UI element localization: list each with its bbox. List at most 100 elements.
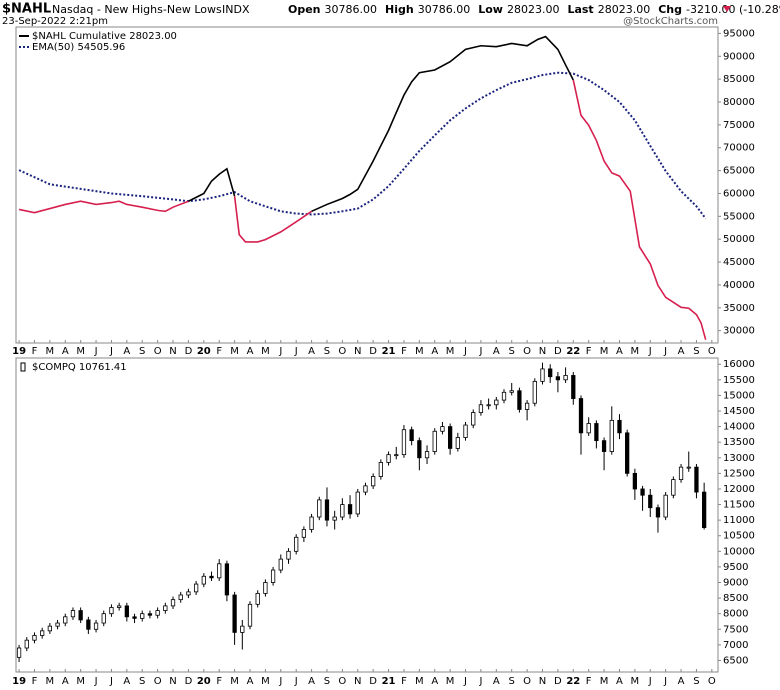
quote-value: 30786.00 <box>325 3 378 16</box>
date: 23-Sep-2022 2:21pm <box>2 16 108 27</box>
candle-body <box>640 488 645 496</box>
candle-body <box>309 516 314 530</box>
x-tick-label: A <box>678 676 685 687</box>
candle-body <box>86 619 91 630</box>
quote-value: -3210.00 (-10.28%) <box>686 3 780 16</box>
x-tick-label: N <box>169 676 176 687</box>
nahl-line <box>188 167 236 202</box>
y-tick-label: 90000 <box>723 51 755 62</box>
x-tick-label: M <box>46 676 55 687</box>
x-tick-label: A <box>62 676 69 687</box>
candle-body <box>317 499 322 518</box>
ema-line <box>18 71 707 220</box>
candle-body <box>401 429 407 456</box>
x-tick-label: 21 <box>382 346 396 357</box>
x-tick-label: A <box>678 346 685 357</box>
candle-body <box>578 398 584 434</box>
candle-body <box>178 594 183 601</box>
x-tick-label: 19 <box>12 346 26 357</box>
candle-body <box>455 437 460 449</box>
candle-body <box>524 402 530 410</box>
candle-body <box>363 485 368 493</box>
legend-swatch <box>20 362 26 372</box>
x-tick-label: S <box>509 676 515 687</box>
y-tick-label: 9000 <box>723 578 748 589</box>
credit: @StockCharts.com <box>623 16 718 27</box>
candle-body <box>140 613 145 619</box>
x-tick-label: 22 <box>566 346 580 357</box>
y-tick-label: 35000 <box>723 303 755 314</box>
y-tick-label: 9500 <box>723 562 748 573</box>
x-tick-label: O <box>338 346 346 357</box>
candle-body <box>55 622 60 627</box>
candle-body <box>217 563 222 579</box>
candle-body <box>340 504 345 518</box>
index-name: Nasdaq - New Highs-New Lows <box>52 3 222 16</box>
x-tick-label: A <box>431 346 438 357</box>
y-tick-label: 45000 <box>723 257 755 268</box>
y-tick-label: 85000 <box>723 74 755 85</box>
quote-label: Chg <box>658 3 682 16</box>
x-tick-label: D <box>185 346 193 357</box>
x-tick-label: F <box>216 676 222 687</box>
y-tick-label: 50000 <box>723 234 755 245</box>
candle-body <box>32 635 37 641</box>
candle-body <box>101 613 106 624</box>
y-tick-label: 7500 <box>723 624 748 635</box>
candle-body <box>386 454 391 463</box>
x-tick-label: N <box>539 346 546 357</box>
candle-body <box>170 599 176 607</box>
x-tick-label: D <box>185 676 193 687</box>
x-tick-label: S <box>139 346 145 357</box>
x-tick-label: S <box>693 676 699 687</box>
x-tick-label: M <box>446 676 455 687</box>
candle-body <box>594 423 599 442</box>
x-tick-label: M <box>230 676 239 687</box>
candle-body <box>663 494 668 518</box>
x-tick-label: J <box>663 346 667 357</box>
nahl-line <box>311 35 575 213</box>
candle-body <box>263 582 268 594</box>
candle-body <box>532 380 537 404</box>
x-tick-label: F <box>586 676 592 687</box>
candle-body <box>147 613 153 616</box>
candle-body <box>301 529 307 538</box>
quote-label: Open <box>288 3 321 16</box>
x-tick-label: F <box>32 676 38 687</box>
candle-body <box>517 390 522 410</box>
x-tick-label: 19 <box>12 676 26 687</box>
candle-body <box>478 404 484 413</box>
x-tick-label: S <box>324 346 330 357</box>
x-tick-label: M <box>76 676 85 687</box>
x-tick-label: A <box>616 346 623 357</box>
candle-body <box>617 419 622 434</box>
x-tick-label: 22 <box>566 676 580 687</box>
candle-body <box>232 594 237 633</box>
x-tick-label: 20 <box>197 676 211 687</box>
y-tick-label: 70000 <box>723 143 755 154</box>
candle-body <box>63 616 68 624</box>
y-tick-label: 16000 <box>723 359 755 370</box>
y-tick-label: 40000 <box>723 280 755 291</box>
x-tick-label: A <box>247 676 254 687</box>
x-tick-label: N <box>354 346 361 357</box>
x-tick-label: J <box>463 676 467 687</box>
quote-label: High <box>385 3 414 16</box>
y-tick-label: 15500 <box>723 375 755 386</box>
candle-body <box>155 610 160 616</box>
candle-body <box>347 504 353 515</box>
y-tick-label: 15000 <box>723 390 755 401</box>
candle-body <box>286 550 291 560</box>
candle-body <box>294 536 299 552</box>
x-tick-label: N <box>169 346 176 357</box>
x-tick-label: O <box>708 346 716 357</box>
y-tick-label: 10000 <box>723 546 755 557</box>
x-tick-label: A <box>308 346 315 357</box>
candle-body <box>686 466 691 469</box>
candle-body <box>40 630 45 636</box>
x-tick-label: J <box>109 676 113 687</box>
candle-body <box>109 607 114 615</box>
quote-label: Low <box>478 3 503 16</box>
x-tick-label: D <box>369 676 377 687</box>
quote: Open 30786.00 High 30786.00 Low 28023.00 Last 2… <box>288 3 780 16</box>
